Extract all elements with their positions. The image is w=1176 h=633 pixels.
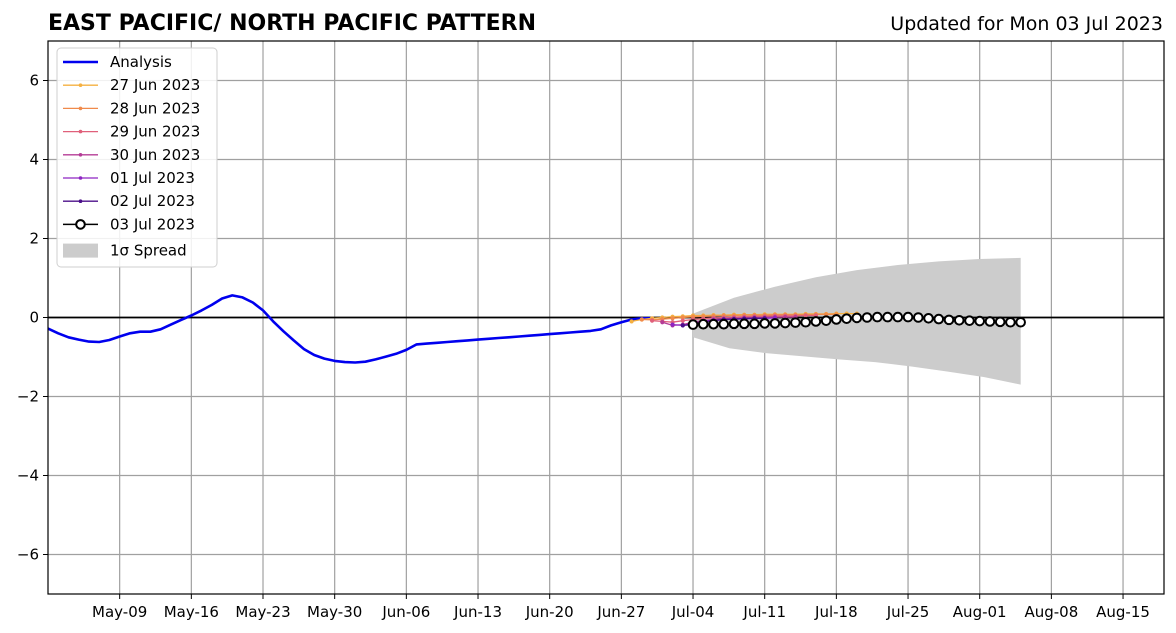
legend-label: 29 Jun 2023 [110, 123, 200, 141]
x-tick-label: Jul-25 [886, 603, 930, 621]
series-point [861, 312, 873, 323]
y-tick-label: 6 [29, 72, 39, 90]
x-tick-label: Jul-11 [742, 603, 786, 621]
series-point [670, 316, 675, 321]
x-tick-label: Jun-13 [453, 603, 502, 621]
legend-label: 28 Jun 2023 [110, 99, 200, 117]
series-point [831, 314, 842, 325]
series-point [697, 318, 709, 330]
series-point [974, 315, 986, 327]
series-point [984, 316, 996, 327]
x-tick-label: Jul-04 [671, 603, 715, 621]
legend-label: 02 Jul 2023 [110, 192, 195, 210]
series-point [902, 311, 914, 323]
series-point [769, 318, 781, 329]
legend-marker [78, 153, 83, 157]
series-point [629, 319, 634, 324]
x-tick-label: Jun-06 [381, 603, 430, 621]
y-tick-label: −4 [17, 467, 39, 485]
series-point [779, 317, 791, 329]
series-point [680, 323, 685, 328]
chart-subtitle: Updated for Mon 03 Jul 2023 [890, 13, 1163, 35]
x-tick-label: May-23 [235, 603, 290, 621]
x-tick-label: Aug-15 [1096, 603, 1150, 621]
legend-marker [78, 176, 83, 180]
series-line-analysis [47, 294, 653, 364]
series-point [964, 315, 975, 326]
x-tick-label: Jun-20 [525, 603, 574, 621]
legend-marker [75, 219, 86, 230]
series-point [670, 322, 675, 327]
legend-spread-swatch [63, 243, 98, 258]
legend-label: 01 Jul 2023 [110, 169, 195, 187]
x-tick-label: May-16 [164, 603, 219, 621]
series-point [718, 318, 730, 330]
y-tick-label: 4 [29, 151, 39, 169]
legend-label: 03 Jul 2023 [110, 215, 195, 233]
series-point [649, 318, 655, 323]
series-point [810, 316, 822, 327]
series-point [841, 313, 852, 324]
legend-marker [78, 83, 83, 87]
series-group-latest [687, 311, 1026, 330]
x-tick-label: Jun-27 [596, 603, 645, 621]
series-point [851, 312, 863, 324]
series-point [800, 316, 811, 328]
x-tick-label: May-09 [92, 603, 147, 621]
legend-marker [78, 129, 83, 134]
series-point [872, 311, 883, 323]
series-point [790, 317, 801, 328]
x-tick-label: Aug-01 [953, 603, 1007, 621]
series-point [759, 318, 770, 329]
y-tick-label: −6 [17, 546, 39, 564]
series-point [933, 313, 945, 325]
series-point [680, 318, 685, 323]
legend-label: 27 Jun 2023 [110, 76, 200, 94]
y-tick-label: −2 [17, 388, 39, 406]
series-point [1015, 316, 1026, 328]
legend: Analysis 27 Jun 2023 28 Jun 2023 29 Jun 202… [56, 47, 218, 268]
series-point [728, 318, 740, 330]
series-point [953, 314, 965, 326]
series-point [639, 317, 644, 322]
series-point [660, 320, 665, 325]
chart-title: EAST PACIFIC/ NORTH PACIFIC PATTERN [48, 11, 536, 36]
legend-label: 1σ Spread [110, 242, 187, 260]
series-point [892, 311, 904, 323]
series-point [994, 316, 1006, 328]
x-tick-label: Jul-18 [814, 603, 858, 621]
legend-label: Analysis [110, 53, 172, 71]
series-point [803, 313, 808, 318]
series-point [923, 312, 934, 324]
legend-marker [78, 199, 83, 203]
series-point [1005, 316, 1016, 328]
series-point [912, 312, 924, 323]
ticks: May-09 May-16 May-23 May-30 Jun-06 Jun-13 Jun-… [17, 72, 1150, 622]
legend-box [56, 47, 218, 268]
x-tick-label: May-30 [307, 603, 362, 621]
series-point [687, 319, 699, 330]
legend-marker [78, 106, 83, 111]
series-point [882, 311, 893, 323]
y-tick-label: 2 [29, 230, 39, 248]
series-point [749, 318, 760, 330]
legend-label: 30 Jun 2023 [110, 146, 200, 164]
series-point [738, 318, 750, 330]
series-layer [47, 294, 1026, 364]
series-point [943, 314, 955, 326]
series-point [708, 318, 719, 330]
y-tick-label: 0 [29, 309, 39, 327]
x-tick-label: Aug-08 [1024, 603, 1078, 621]
series-point [820, 315, 832, 326]
